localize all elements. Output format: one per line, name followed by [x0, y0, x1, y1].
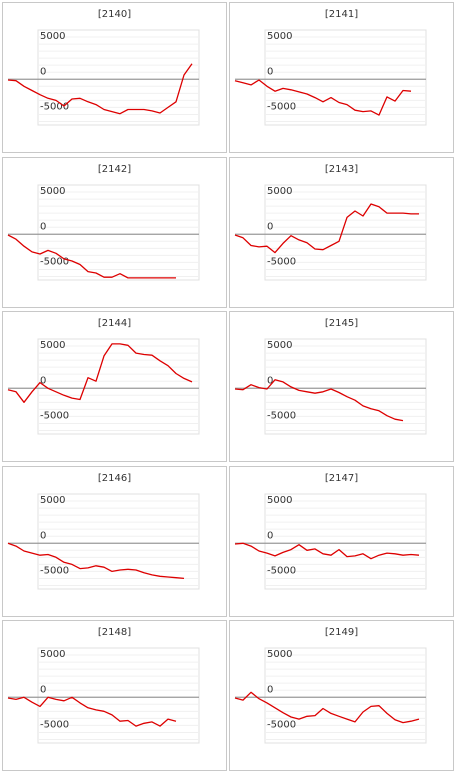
chart-title: [2142]	[97, 164, 132, 175]
y-tick-label: 0	[267, 221, 273, 232]
chart-svg: 5000 0 -5000	[7, 338, 200, 435]
y-tick-label: 0	[267, 684, 273, 695]
y-tick-label: -5000	[40, 410, 69, 421]
y-tick-label: -5000	[40, 565, 69, 576]
y-tick-label: -5000	[40, 101, 69, 112]
chart-panel: [2142] 5000 0 -5000	[2, 157, 227, 308]
y-tick-label: 5000	[267, 186, 292, 197]
y-tick-label: 5000	[40, 495, 65, 506]
plot-area	[264, 493, 427, 590]
series-line	[234, 379, 404, 422]
plot-area	[264, 647, 427, 744]
series-line	[234, 79, 412, 116]
plot-area	[264, 29, 427, 126]
chart-svg: 5000 0 -5000	[7, 647, 200, 744]
y-tick-label: 0	[267, 66, 273, 77]
y-tick-label: 0	[40, 66, 46, 77]
chart-title: [2149]	[324, 627, 359, 638]
plot-area	[37, 493, 200, 590]
chart-title: [2143]	[324, 164, 359, 175]
y-tick-label: -5000	[267, 565, 296, 576]
chart-panel: [2148] 5000 0 -5000	[2, 620, 227, 771]
chart-title: [2141]	[324, 9, 359, 20]
chart-panel: [2147] 5000 0 -5000	[229, 466, 454, 617]
series-line	[7, 234, 176, 279]
chart-svg: 5000 0 -5000	[234, 493, 427, 590]
series-line	[234, 691, 420, 724]
y-tick-label: -5000	[40, 719, 69, 730]
series-line	[7, 63, 193, 115]
chart-svg: 5000 0 -5000	[234, 29, 427, 126]
y-tick-label: 5000	[40, 31, 65, 42]
chart-panel: [2140] 5000 0 -5000	[2, 2, 227, 153]
chart-title: [2144]	[97, 318, 132, 329]
chart-panel: [2141] 5000 0 -5000	[229, 2, 454, 153]
y-tick-label: 0	[40, 530, 46, 541]
series-line	[234, 542, 420, 560]
y-tick-label: -5000	[267, 256, 296, 267]
y-tick-label: 0	[267, 375, 273, 386]
y-tick-label: 5000	[40, 186, 65, 197]
y-tick-label: 0	[40, 221, 46, 232]
chart-panel: [2143] 5000 0 -5000	[229, 157, 454, 308]
plot-area	[37, 184, 200, 281]
plot-area	[264, 184, 427, 281]
y-tick-label: 0	[267, 530, 273, 541]
series-line	[7, 343, 193, 403]
chart-panel: [2149] 5000 0 -5000	[229, 620, 454, 771]
y-tick-label: 5000	[267, 495, 292, 506]
y-tick-label: -5000	[267, 101, 296, 112]
plot-area	[37, 647, 200, 744]
chart-svg: 5000 0 -5000	[7, 29, 200, 126]
series-line	[234, 203, 419, 254]
y-tick-label: 5000	[40, 340, 65, 351]
chart-panel: [2144] 5000 0 -5000	[2, 311, 227, 462]
plot-area	[37, 29, 200, 126]
y-tick-label: -5000	[40, 256, 69, 267]
y-tick-label: 0	[40, 684, 46, 695]
y-tick-label: 5000	[267, 340, 292, 351]
chart-title: [2145]	[324, 318, 359, 329]
y-tick-label: 5000	[267, 649, 292, 660]
chart-title: [2146]	[97, 473, 132, 484]
chart-panel: [2145] 5000 0 -5000	[229, 311, 454, 462]
y-tick-label: 0	[40, 375, 46, 386]
chart-panel: [2146] 5000 0 -5000	[2, 466, 227, 617]
y-tick-label: -5000	[267, 719, 296, 730]
chart-svg: 5000 0 -5000	[234, 338, 427, 435]
y-tick-label: -5000	[267, 410, 296, 421]
chart-svg: 5000 0 -5000	[7, 184, 200, 281]
plot-area	[264, 338, 427, 435]
chart-title: [2147]	[324, 473, 359, 484]
series-line	[7, 696, 177, 727]
chart-svg: 5000 0 -5000	[234, 184, 427, 281]
chart-svg: 5000 0 -5000	[234, 647, 427, 744]
chart-title: [2148]	[97, 627, 132, 638]
series-line	[7, 542, 185, 580]
y-tick-label: 5000	[40, 649, 65, 660]
chart-svg: 5000 0 -5000	[7, 493, 200, 590]
chart-title: [2140]	[97, 9, 132, 20]
plot-area	[37, 338, 200, 435]
y-tick-label: 5000	[267, 31, 292, 42]
